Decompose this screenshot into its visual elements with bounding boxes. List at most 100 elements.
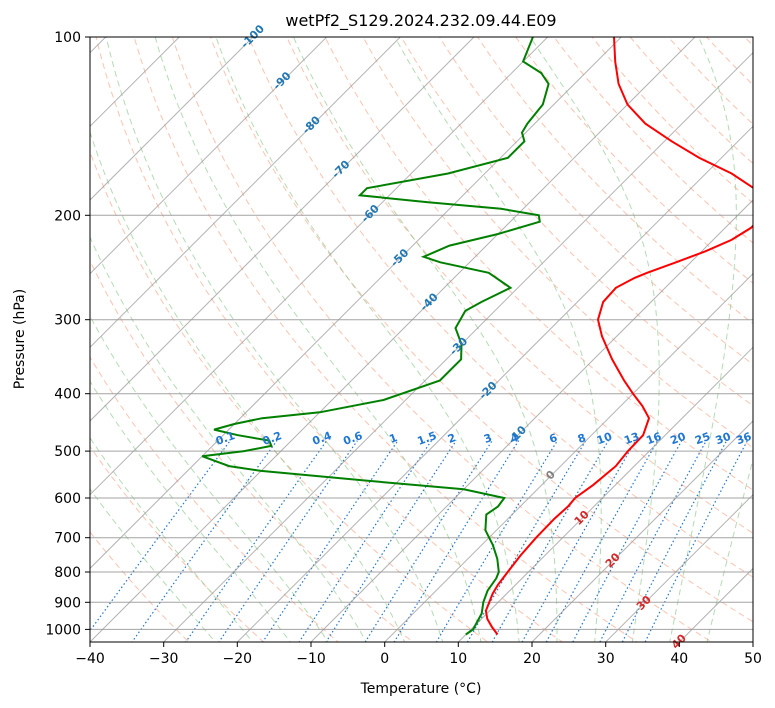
y-tick-label: 500 <box>54 444 81 460</box>
dry-adiabat-line <box>171 37 713 642</box>
y-tick-label: 1000 <box>45 622 81 638</box>
mixing-ratio-label: 8 <box>576 431 588 446</box>
background-lines <box>90 37 753 642</box>
isotherm-line <box>383 272 753 642</box>
mixing-ratio-line <box>545 440 659 642</box>
mixing-ratio-label: 3 <box>482 431 494 446</box>
x-tick-label: −40 <box>75 651 105 667</box>
x-tick-label: −20 <box>223 651 253 667</box>
mixing-ratio-label: 16 <box>644 430 663 448</box>
dry-adiabat-line <box>553 37 753 244</box>
mixing-ratio-line <box>435 440 558 642</box>
mixing-ratio-line <box>599 440 707 642</box>
isotherm-line <box>236 125 753 642</box>
dry-adiabat-line <box>591 37 753 204</box>
mixing-ratio-line <box>131 440 278 642</box>
mixing-ratio-label: 13 <box>622 430 641 447</box>
mixing-ratio-label: 25 <box>693 430 712 447</box>
x-tick-label: 10 <box>449 651 467 667</box>
dry-adiabat-line <box>90 259 414 642</box>
moist-adiabat-line <box>90 314 329 642</box>
y-tick-label: 100 <box>54 30 81 46</box>
x-tick-label: 30 <box>597 651 615 667</box>
dry-adiabat-line <box>324 37 753 491</box>
moist-adiabat-line <box>90 130 406 642</box>
mixing-ratio-label: 10 <box>595 430 614 448</box>
x-tick-label: 40 <box>670 651 688 667</box>
isotherm-line <box>90 37 181 128</box>
x-axis-label: Temperature (°C) <box>360 681 482 697</box>
x-tick-label: −10 <box>296 651 326 667</box>
y-axis: 100 200 300 400 500 600 700 800 900 1000 <box>45 30 90 638</box>
sounding-traces <box>201 37 753 636</box>
dry-adiabat-line <box>438 37 753 365</box>
isotherm-line <box>90 37 549 496</box>
mixing-ratio-line <box>218 440 358 642</box>
chart-title: wetPf2_S129.2024.232.09.44.E09 <box>285 11 556 31</box>
isotherm-line <box>162 51 753 642</box>
moist-adiabat-line <box>90 436 254 642</box>
y-tick-label: 300 <box>54 313 81 329</box>
mixing-ratio-labels: 0.1 0.2 0.4 0.6 1 1.5 2 3 4 6 8 10 13 16 20 25 30 36 <box>214 429 754 448</box>
moist-adiabat-line <box>669 37 737 642</box>
isotherm-line <box>90 37 475 422</box>
dry-adiabat-line <box>248 37 753 578</box>
mixing-ratio-label: 6 <box>548 431 560 446</box>
mixing-ratio-line <box>572 440 683 642</box>
isotherm-line <box>90 37 696 642</box>
mixing-ratio-label: 36 <box>734 430 753 448</box>
mixing-ratio-label: 0.1 <box>214 429 237 448</box>
isotherm-line <box>90 37 254 201</box>
mixing-ratio-label: 0.6 <box>341 429 364 448</box>
moist-adiabat-line <box>394 37 602 642</box>
y-tick-label: 700 <box>54 531 81 547</box>
dry-adiabat-line <box>90 356 340 642</box>
moist-adiabat-line <box>292 37 558 642</box>
y-tick-label: 800 <box>54 565 81 581</box>
dry-adiabat-line <box>515 37 753 284</box>
y-axis-label: Pressure (hPa) <box>12 289 28 389</box>
moist-adiabat-line <box>215 37 520 642</box>
mixing-ratio-label: 0.2 <box>261 429 284 448</box>
x-tick-label: 0 <box>380 651 389 667</box>
moist-adiabat-line <box>90 235 367 642</box>
isotherm-line <box>457 346 753 642</box>
mixing-ratio-label: 0.4 <box>311 429 334 448</box>
y-tick-label: 400 <box>54 387 81 403</box>
mixing-ratio-line <box>521 440 637 642</box>
isotherm-line <box>310 199 753 642</box>
mixing-ratio-label: 1.5 <box>416 429 439 448</box>
y-tick-label: 900 <box>54 595 81 611</box>
isotherm-line <box>90 37 623 570</box>
x-tick-label: −30 <box>149 651 179 667</box>
dry-adiabat-line <box>209 37 753 623</box>
mixing-ratio-label: 2 <box>446 431 458 446</box>
dry-adiabat-line <box>362 37 753 449</box>
isotherm-line <box>604 493 753 642</box>
dry-adiabat-line <box>400 37 753 407</box>
moist-adiabat-line <box>154 37 482 642</box>
y-tick-label: 600 <box>54 491 81 507</box>
x-tick-label: 20 <box>523 651 541 667</box>
y-tick-label: 200 <box>54 208 81 224</box>
moist-adiabat-line <box>90 488 216 642</box>
moist-adiabat-line <box>105 37 444 642</box>
mixing-ratio-label: 30 <box>714 430 733 448</box>
dry-adiabat-line <box>95 37 564 642</box>
isotherm-line <box>90 37 328 275</box>
moist-adiabat-line <box>90 380 291 642</box>
dry-adiabat-line <box>476 37 753 325</box>
isotherm-line <box>531 420 753 642</box>
mixing-ratio-label: 1 <box>388 431 400 446</box>
dewpoint-trace <box>201 37 550 636</box>
mixing-ratio-line <box>393 440 520 642</box>
mixing-ratio-label: 20 <box>669 430 688 448</box>
temperature-trace <box>484 37 753 636</box>
x-axis: −40 −30 −20 −10 0 10 20 30 40 50 <box>75 642 762 667</box>
moist-adiabat-line <box>706 457 753 642</box>
dry-adiabat-line <box>629 37 753 165</box>
dry-adiabat-line <box>667 37 753 125</box>
mixing-ratio-label: 4 <box>509 431 521 446</box>
